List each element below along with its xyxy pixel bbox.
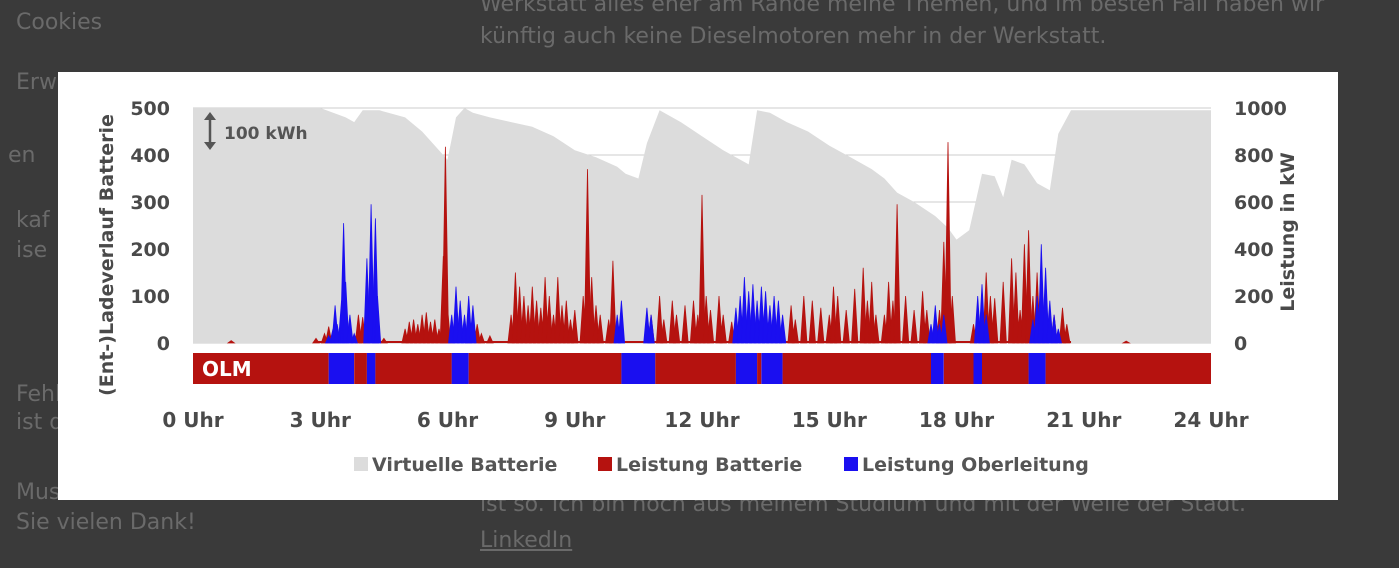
band-segment-olm xyxy=(193,353,329,384)
left-tick-label: 200 xyxy=(130,239,170,261)
bg-text-left-7: ist d xyxy=(16,410,64,435)
left-tick-label: 500 xyxy=(130,98,170,120)
left-tick-label: 100 xyxy=(130,286,170,308)
olm-band-label: OLM xyxy=(202,357,252,381)
legend-label-virtual-battery: Virtuelle Batterie xyxy=(372,454,557,476)
band-segment-olm xyxy=(354,353,367,384)
battery-power-spike xyxy=(226,340,236,344)
overhead-power-spike xyxy=(1054,328,1063,344)
overhead-power-spike xyxy=(350,332,358,344)
x-tick-label: 15 Uhr xyxy=(792,408,867,432)
band-segment-overhead xyxy=(328,353,355,384)
scale-annotation-label: 100 kWh xyxy=(224,124,308,144)
band-segment-overhead xyxy=(366,353,376,384)
overhead-power-spike xyxy=(1050,314,1058,344)
band-segment-olm xyxy=(468,353,622,384)
left-tick-label: 300 xyxy=(130,192,170,214)
bg-text-right-4[interactable]: LinkedIn xyxy=(480,528,573,553)
band-segment-olm xyxy=(655,353,736,384)
overhead-power-spike xyxy=(342,281,350,344)
right-tick-label: 1000 xyxy=(1234,98,1287,120)
legend-label-overhead-power: Leistung Oberleitung xyxy=(862,454,1089,476)
overhead-power-spike xyxy=(761,291,770,344)
band-segment-olm xyxy=(943,353,974,384)
bg-text-left-4: kaf xyxy=(16,208,50,233)
overhead-power-spike xyxy=(978,284,986,344)
right-tick-label: 800 xyxy=(1234,145,1274,167)
overhead-power-spike xyxy=(740,277,749,344)
left-tick-label: 400 xyxy=(130,145,170,167)
legend: Virtuelle Batterie Leistung Batterie Lei… xyxy=(354,454,1089,476)
scale-annotation: 100 kWh xyxy=(204,112,308,150)
legend-swatch-battery-power xyxy=(598,457,612,471)
right-tick-label: 400 xyxy=(1234,239,1274,261)
left-axis-ticks: 0 100 200 300 400 500 xyxy=(130,98,170,355)
overhead-power-spike xyxy=(617,300,626,344)
band-segment-overhead xyxy=(735,353,758,384)
battery-power-spike xyxy=(1121,340,1131,344)
right-axis-label: Leistung in kW xyxy=(1277,152,1299,311)
overhead-power-spike xyxy=(1046,300,1054,344)
overhead-power-spike xyxy=(931,305,939,344)
x-tick-label: 12 Uhr xyxy=(664,408,739,432)
x-tick-label: 9 Uhr xyxy=(544,408,605,432)
x-tick-label: 21 Uhr xyxy=(1046,408,1121,432)
bg-text-right-1: Werkstatt alles eher am Rande meine Them… xyxy=(480,0,1325,17)
legend-swatch-overhead-power xyxy=(844,457,858,471)
power-chart: OLM 0 100 200 300 400 500 0 200 400 600 800 1000 0… xyxy=(96,98,1299,476)
legend-label-battery-power: Leistung Batterie xyxy=(616,454,802,476)
band-segment-olm xyxy=(757,353,762,384)
band-segment-overhead xyxy=(621,353,656,384)
double-arrow-icon xyxy=(204,112,216,150)
x-tick-label: 18 Uhr xyxy=(919,408,994,432)
olm-band xyxy=(193,353,1211,384)
chart-lightbox: OLM 0 100 200 300 400 500 0 200 400 600 800 1000 0… xyxy=(58,72,1338,500)
bg-text-right-2: künftig auch keine Dieselmotoren mehr in… xyxy=(480,24,1107,49)
overhead-power-spike xyxy=(778,314,787,344)
overhead-power-spike xyxy=(982,314,990,344)
overhead-power-spike xyxy=(940,314,948,344)
overhead-power-spike xyxy=(452,286,460,344)
overhead-power-spike xyxy=(647,314,655,344)
bg-text-left-2: Erw xyxy=(16,70,57,95)
overhead-power-spike xyxy=(373,295,382,344)
bg-text-left-1: Cookies xyxy=(16,10,103,35)
overhead-power-spike xyxy=(469,305,477,344)
right-axis-ticks: 0 200 400 600 800 1000 xyxy=(1234,98,1287,355)
band-segment-olm xyxy=(782,353,932,384)
x-tick-label: 6 Uhr xyxy=(417,408,478,432)
overhead-power-spike xyxy=(1037,244,1045,344)
band-segment-overhead xyxy=(973,353,982,384)
x-axis-ticks: 0 Uhr 3 Uhr 6 Uhr 9 Uhr 12 Uhr 15 Uhr 18 Uhr 21… xyxy=(162,408,1248,432)
x-tick-label: 3 Uhr xyxy=(290,408,351,432)
overhead-power-spike xyxy=(346,314,354,344)
left-axis-label: (Ent-)Ladeverlauf Batterie xyxy=(96,114,118,396)
band-segment-olm xyxy=(1045,353,1211,384)
overhead-power-spike xyxy=(465,295,473,344)
band-segment-overhead xyxy=(451,353,469,384)
right-tick-label: 200 xyxy=(1234,286,1274,308)
legend-swatch-virtual-battery xyxy=(354,457,368,471)
band-segment-overhead xyxy=(761,353,783,384)
right-tick-label: 600 xyxy=(1234,192,1274,214)
x-tick-label: 24 Uhr xyxy=(1173,408,1248,432)
band-segment-overhead xyxy=(931,353,944,384)
bg-text-left-8: Mus xyxy=(16,480,61,505)
band-segment-olm xyxy=(375,353,452,384)
overhead-power-layer xyxy=(324,204,1063,344)
left-tick-label: 0 xyxy=(157,333,170,355)
bg-text-left-9: Sie vielen Dank! xyxy=(16,510,196,535)
band-segment-overhead xyxy=(1028,353,1046,384)
bg-text-left-5: ise xyxy=(16,238,48,263)
band-segment-olm xyxy=(982,353,1029,384)
x-tick-label: 0 Uhr xyxy=(162,408,223,432)
right-tick-label: 0 xyxy=(1234,333,1247,355)
bg-text-left-3: en xyxy=(8,143,36,168)
overhead-power-spike xyxy=(1041,267,1050,344)
bg-text-left-6: Fehl xyxy=(16,382,62,407)
overhead-power-spike xyxy=(774,300,783,344)
overhead-power-spike xyxy=(456,300,464,344)
overhead-power-spike xyxy=(749,284,757,344)
